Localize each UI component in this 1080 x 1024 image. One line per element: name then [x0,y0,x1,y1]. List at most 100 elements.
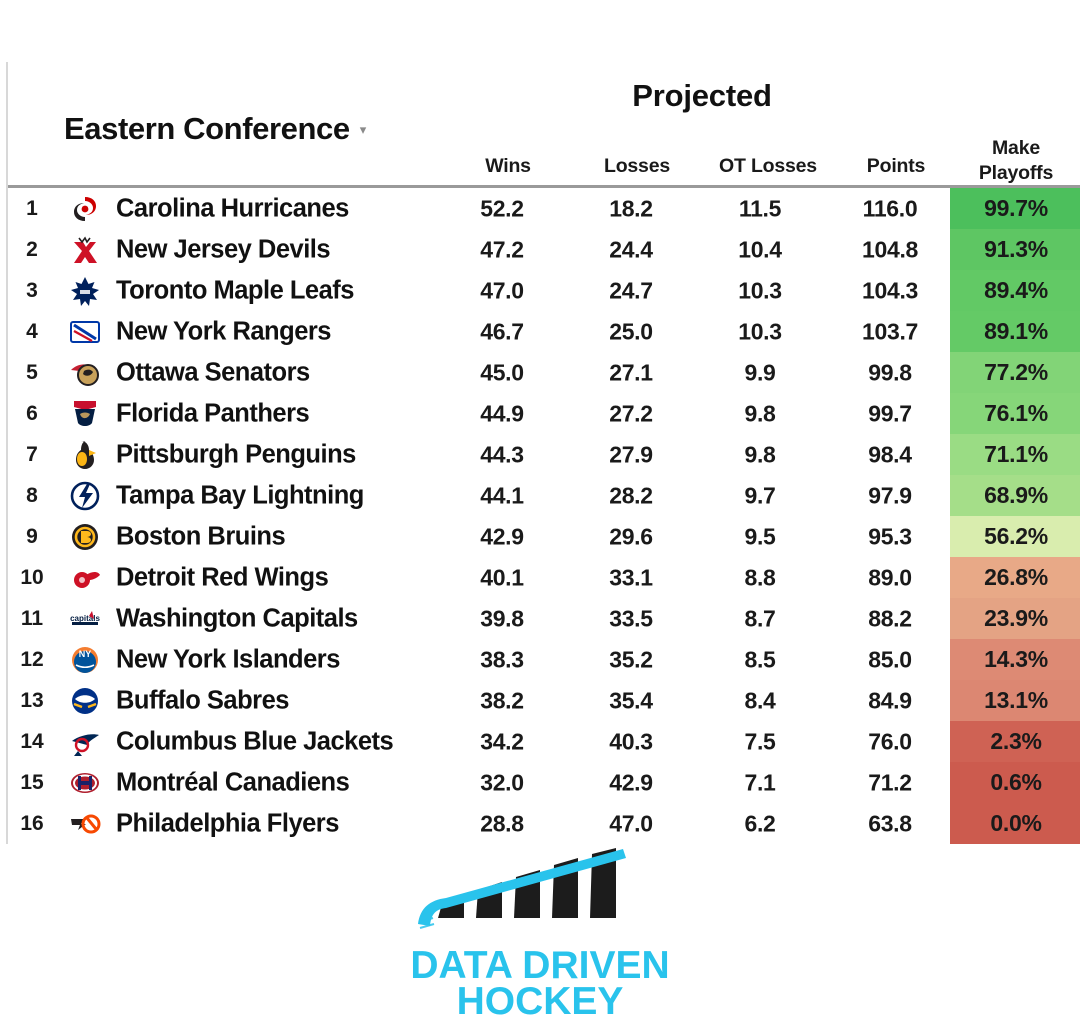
losses-cell: 35.2 [609,646,653,672]
team-name-cell[interactable]: Detroit Red Wings [116,563,329,591]
rank-cell: 13 [20,688,44,712]
table-row[interactable]: 56.2% 9 Boston Bruins 42.9 29.6 9.5 95.3 [8,516,1080,557]
ot-losses-cell: 7.5 [744,728,776,754]
ot-losses-cell: 10.3 [738,277,782,303]
table-row[interactable]: 26.8% 10 Detroit Red Wings 40.1 33.1 8.8 89.0 [8,557,1080,598]
team-name-cell[interactable]: Tampa Bay Lightning [116,481,364,509]
points-cell: 103.7 [861,318,919,344]
team-name-cell[interactable]: Montréal Canadiens [116,768,350,796]
team-name-cell[interactable]: Washington Capitals [116,604,358,632]
team-name-cell[interactable]: Boston Bruins [116,522,286,550]
team-name-cell[interactable]: Carolina Hurricanes [116,194,349,222]
table-row[interactable]: 91.3% 2 New Jersey Devils 47.2 24.4 10.4 104.8 [8,229,1080,270]
make-playoffs-cell: 26.8% [950,557,1080,598]
hockey-stick-bars-icon [390,846,690,956]
table-row[interactable]: 76.1% 6 Florida Panthers 44.9 27.2 9.8 99.7 [8,393,1080,434]
points-cell: 84.9 [868,687,912,713]
make-playoffs-cell: 23.9% [950,598,1080,639]
rank-cell: 6 [26,401,38,425]
rank-cell: 7 [26,442,38,466]
chevron-down-icon[interactable]: ▾ [359,122,367,137]
team-name-cell[interactable]: Pittsburgh Penguins [116,440,356,468]
wins-cell: 52.2 [480,195,524,221]
make-playoffs-cell: 77.2% [950,352,1080,393]
team-name-cell[interactable]: Philadelphia Flyers [116,809,339,837]
table-row[interactable]: 71.1% 7 Pittsburgh Penguins 44.3 27.9 9.8 98.4 [8,434,1080,475]
team-name-cell[interactable]: Buffalo Sabres [116,686,289,714]
philadelphia-flyers-logo [68,807,102,841]
rank-cell: 15 [20,770,44,794]
losses-cell: 27.2 [609,400,653,426]
team-name-cell[interactable]: Toronto Maple Leafs [116,276,354,304]
ot-losses-cell: 9.7 [744,482,776,508]
ot-losses-cell: 8.5 [744,646,776,672]
ot-losses-cell: 8.4 [744,687,776,713]
points-cell: 104.8 [861,236,919,262]
make-playoffs-cell: 89.4% [950,270,1080,311]
ot-losses-cell: 9.8 [744,400,776,426]
table-row[interactable]: 77.2% 5 Ottawa Senators 45.0 27.1 9.9 99.8 [8,352,1080,393]
table-row[interactable]: 2.3% 14 Columbus Blue Jackets 34.2 40.3 7.5 76… [8,721,1080,762]
table-row[interactable]: 14.3% 12 NY New York Islanders 38.3 35.2 8.5 85… [8,639,1080,680]
brand-wordmark: DATA DRIVEN HOCKEY [410,946,669,1021]
ot-losses-cell: 8.7 [744,605,776,631]
table-row[interactable]: 89.4% 3 Toronto Maple Leafs 47.0 24.7 10.3 104… [8,270,1080,311]
detroit-red-wings-logo [68,561,102,595]
wins-cell: 45.0 [480,359,524,385]
ot-losses-cell: 10.4 [738,236,782,262]
make-playoffs-cell: 0.0% [950,803,1080,844]
table-row[interactable]: 0.0% 16 Philadelphia Flyers 28.8 47.0 6.2 63.8 [8,803,1080,844]
table-row[interactable]: 68.9% 8 Tampa Bay Lightning 44.1 28.2 9.7 97.9 [8,475,1080,516]
wins-cell: 44.3 [480,441,524,467]
rank-cell: 2 [26,237,38,261]
losses-cell: 18.2 [609,195,653,221]
columbus-blue-jackets-logo [68,725,102,759]
make-playoffs-cell: 99.7% [950,188,1080,229]
make-playoffs-cell: 71.1% [950,434,1080,475]
table-row[interactable]: 0.6% 15 Montréal Canadiens 32.0 42.9 7.1 71.2 [8,762,1080,803]
new-york-islanders-logo: NY [68,643,102,677]
ot-losses-cell: 9.9 [744,359,776,385]
table-row[interactable]: 13.1% 13 Buffalo Sabres 38.2 35.4 8.4 84.9 [8,680,1080,721]
team-name-cell[interactable]: New Jersey Devils [116,235,331,263]
make-playoffs-cell: 68.9% [950,475,1080,516]
column-header-make-playoffs-line2: Playoffs [978,162,1054,185]
losses-cell: 27.9 [609,441,653,467]
losses-cell: 47.0 [609,810,653,836]
points-cell: 85.0 [868,646,912,672]
column-header-make-playoffs[interactable]: Make Playoffs [950,136,1080,186]
losses-cell: 40.3 [609,728,653,754]
wins-cell: 40.1 [480,564,524,590]
team-name-cell[interactable]: Columbus Blue Jackets [116,727,394,755]
column-header-losses[interactable]: Losses [603,155,670,177]
losses-cell: 28.2 [609,482,653,508]
wins-cell: 39.8 [480,605,524,631]
points-cell: 89.0 [868,564,912,590]
ot-losses-cell: 6.2 [744,810,776,836]
table-row[interactable]: 89.1% 4 New York Rangers 46.7 25.0 10.3 103.7 [8,311,1080,352]
conference-title-dropdown[interactable]: Eastern Conference ▾ [64,111,366,147]
rank-cell: 11 [20,606,44,630]
team-name-cell[interactable]: New York Islanders [116,645,340,673]
table-row[interactable]: 99.7% 1 Carolina Hurricanes 52.2 18.2 11.5 116… [8,188,1080,229]
points-cell: 63.8 [868,810,912,836]
svg-text:NY: NY [79,649,92,659]
team-name-cell[interactable]: New York Rangers [116,317,331,345]
column-header-ot-losses[interactable]: OT Losses [719,155,817,177]
table-header: Projected Eastern Conference ▾ Wins Losse… [8,62,1080,188]
column-header-points[interactable]: Points [866,155,926,177]
wins-cell: 28.8 [480,810,524,836]
points-cell: 71.2 [868,769,912,795]
rank-cell: 12 [20,647,44,671]
ot-losses-cell: 7.1 [744,769,776,795]
team-name-cell[interactable]: Florida Panthers [116,399,310,427]
points-cell: 104.3 [861,277,919,303]
team-name-cell[interactable]: Ottawa Senators [116,358,310,386]
make-playoffs-cell: 89.1% [950,311,1080,352]
wins-cell: 32.0 [480,769,524,795]
wins-cell: 44.1 [480,482,524,508]
table-row[interactable]: 23.9% 11 capitals Washington Capitals 39.8 33… [8,598,1080,639]
column-header-make-playoffs-line1: Make [992,137,1040,160]
column-header-wins[interactable]: Wins [485,155,531,177]
washington-capitals-logo: capitals [68,602,102,636]
